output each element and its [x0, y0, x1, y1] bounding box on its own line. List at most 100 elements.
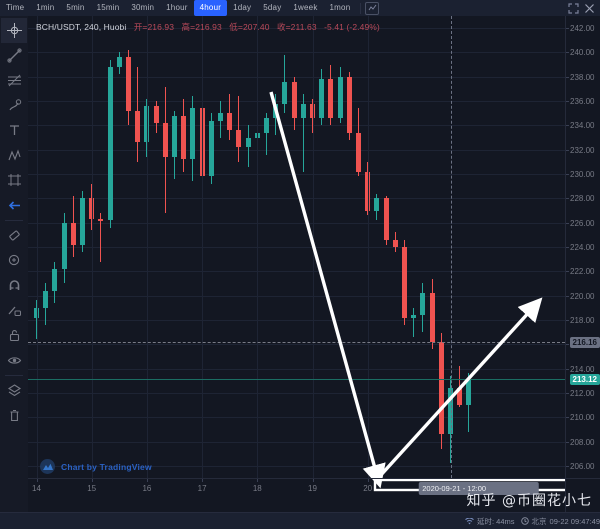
- candle-body: [181, 115, 187, 160]
- time-tick-label: 17: [197, 484, 207, 493]
- price-tick: [566, 76, 569, 78]
- candle-body: [383, 198, 389, 240]
- candle: [291, 16, 297, 478]
- crosshair-vertical-line: [450, 16, 452, 478]
- candle-body: [208, 120, 214, 177]
- zoom-in-icon[interactable]: [1, 248, 27, 273]
- clock-status: 北京 09-22 09:47:49: [520, 516, 600, 527]
- candle: [218, 16, 223, 478]
- brush-icon[interactable]: [1, 93, 27, 118]
- crosshair-icon[interactable]: [1, 18, 27, 43]
- price-tick: [566, 344, 569, 346]
- candle-body: [153, 105, 159, 123]
- time-tick-label: 19: [308, 484, 317, 493]
- trash-icon[interactable]: [1, 403, 27, 428]
- last-price-line: [28, 379, 565, 381]
- price-tick: [566, 465, 569, 467]
- timeframe-1hour[interactable]: 1hour: [166, 3, 188, 12]
- candle: [208, 16, 214, 478]
- candle: [402, 16, 407, 478]
- candle: [411, 16, 417, 478]
- fib-retracement-icon[interactable]: [1, 68, 27, 93]
- time-tick-label: 16: [142, 484, 152, 493]
- price-tick: [566, 149, 569, 151]
- visibility-eye-icon[interactable]: [1, 348, 27, 373]
- candle: [429, 16, 435, 478]
- trend-line-icon[interactable]: [1, 43, 27, 68]
- high-value: 高=216.93: [181, 22, 222, 32]
- timeframe-30min[interactable]: 30min: [131, 3, 155, 12]
- change-value: -5.41 (-2.49%): [324, 22, 380, 32]
- open-value: 开=216.93: [133, 22, 175, 32]
- fullscreen-icon[interactable]: [566, 1, 580, 15]
- arrow-left-icon[interactable]: [1, 193, 27, 218]
- price-tick: [566, 392, 569, 394]
- candle: [328, 16, 334, 478]
- latency-status: 延时: 44ms: [465, 516, 515, 527]
- candle: [162, 16, 168, 478]
- candle-body: [116, 57, 122, 68]
- candle: [80, 16, 85, 478]
- toolbar-divider: [360, 2, 362, 14]
- candle: [300, 16, 306, 478]
- candle-body: [374, 198, 380, 211]
- tradingview-credit[interactable]: Chart by TradingView: [40, 459, 152, 474]
- candle: [392, 16, 398, 478]
- measure-icon[interactable]: [1, 168, 27, 193]
- price-tick: [566, 319, 569, 321]
- candle-body: [273, 103, 279, 119]
- time-tick: [91, 479, 93, 482]
- text-icon[interactable]: [1, 118, 27, 143]
- chart-canvas[interactable]: [28, 16, 565, 512]
- grid-line-vertical: [202, 16, 204, 478]
- timeframe-1week[interactable]: 1week: [293, 3, 318, 12]
- price-tick: [566, 198, 569, 200]
- candle-body: [236, 130, 242, 148]
- timeframe-1day[interactable]: 1day: [233, 3, 252, 12]
- rail-divider-2: [5, 375, 23, 376]
- timeframe-1mon[interactable]: 1mon: [329, 3, 351, 12]
- price-tick: [566, 52, 569, 54]
- candle: [273, 16, 279, 478]
- candle-body: [438, 341, 444, 435]
- unlock-icon[interactable]: [1, 323, 27, 348]
- lock-drawings-icon[interactable]: [1, 298, 27, 323]
- close-icon[interactable]: [582, 1, 596, 15]
- candle-body: [264, 118, 269, 133]
- candle: [264, 16, 269, 478]
- candle-wick: [238, 96, 240, 162]
- wifi-icon: [465, 517, 474, 524]
- eraser-icon[interactable]: [1, 223, 27, 248]
- time-axis[interactable]: 14 15 16 17 18 19 20 2020-09-21 - 12:00: [28, 478, 600, 499]
- timeframe-4hour[interactable]: 4hour: [193, 0, 228, 16]
- price-tick-label: 214.00: [570, 364, 595, 374]
- price-tick-label: 230.00: [570, 170, 595, 180]
- candle-body: [319, 79, 325, 119]
- candle-body: [457, 388, 463, 406]
- price-axis[interactable]: 242.00 240.00 238.00 236.00 234.00 232.00 230.…: [565, 16, 600, 512]
- time-tick: [367, 479, 369, 482]
- candle: [61, 16, 67, 478]
- status-bar: 延时: 44ms 北京 09-22 09:47:49: [0, 512, 600, 529]
- grid-line-horizontal: [28, 28, 565, 30]
- timeframe-1min[interactable]: 1min: [36, 3, 55, 12]
- timeframe-5day[interactable]: 5day: [263, 3, 282, 12]
- candle-body: [227, 113, 233, 131]
- candle-body: [80, 198, 85, 245]
- candle: [383, 16, 389, 478]
- object-tree-icon[interactable]: [1, 378, 27, 403]
- time-tick: [36, 479, 38, 482]
- price-tick-label: 238.00: [570, 72, 595, 82]
- clock-label: 09-22 09:47:49: [549, 516, 600, 526]
- pattern-icon[interactable]: [1, 143, 27, 168]
- timeframe-time[interactable]: Time: [6, 3, 25, 12]
- timeframe-5min[interactable]: 5min: [66, 3, 85, 12]
- clock-icon: [520, 517, 529, 525]
- candle: [190, 16, 196, 478]
- magnet-icon[interactable]: [1, 273, 27, 298]
- indicator-icon[interactable]: [365, 1, 380, 15]
- timeframe-15min[interactable]: 15min: [96, 3, 120, 12]
- timeframe-toolbar: Time 1min 5min 15min 30min 1hour 4hour 1…: [0, 0, 600, 17]
- candle: [153, 16, 159, 478]
